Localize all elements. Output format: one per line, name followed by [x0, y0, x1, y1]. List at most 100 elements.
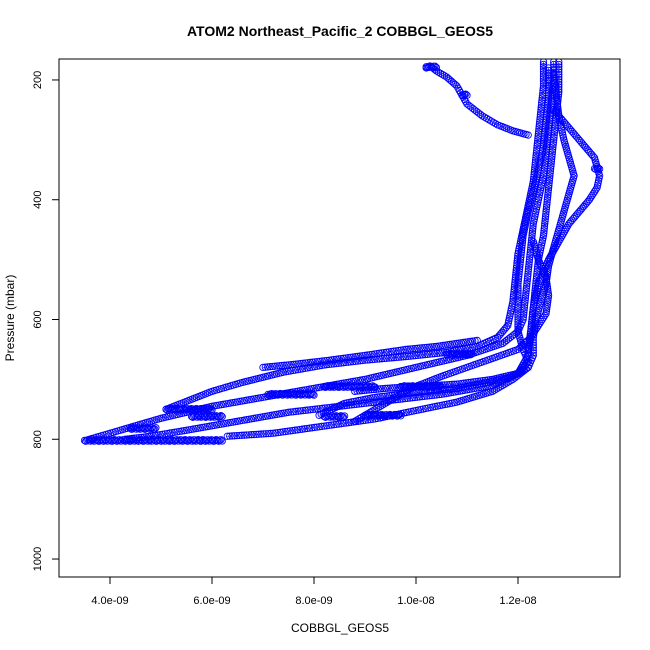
data-point	[515, 267, 523, 276]
data-point	[542, 276, 551, 284]
data-point	[330, 421, 338, 429]
data-point	[552, 86, 560, 94]
data-point	[544, 191, 552, 199]
data-point	[555, 59, 563, 66]
data-point	[444, 341, 452, 349]
data-point	[347, 353, 355, 361]
data-point	[543, 200, 551, 209]
data-point	[453, 384, 461, 393]
data-point	[529, 222, 537, 230]
data-point	[372, 405, 380, 413]
data-point	[514, 299, 522, 307]
data-point	[388, 384, 397, 392]
data-point	[539, 75, 548, 83]
data-point	[517, 251, 525, 259]
data-point	[529, 341, 537, 349]
data-point	[539, 77, 548, 85]
data-point	[216, 412, 224, 421]
data-point	[538, 315, 546, 324]
data-point	[543, 298, 552, 306]
data-point	[463, 91, 471, 99]
data-point	[168, 429, 176, 437]
data-point	[351, 387, 359, 396]
data-point	[542, 113, 551, 121]
data-point	[500, 338, 509, 346]
data-point	[418, 351, 427, 359]
data-point	[259, 430, 268, 438]
data-point	[523, 282, 531, 290]
data-point	[450, 380, 459, 388]
data-point	[411, 344, 419, 353]
data-point	[542, 205, 550, 213]
data-point	[544, 69, 553, 77]
data-point	[432, 63, 441, 72]
data-point	[566, 218, 575, 226]
data-point	[242, 431, 251, 439]
data-point	[548, 152, 556, 161]
data-point	[322, 422, 331, 430]
data-point	[384, 397, 393, 406]
data-point	[524, 270, 532, 278]
data-point	[548, 150, 556, 158]
data-point	[351, 353, 360, 361]
data-point	[273, 362, 281, 370]
data-point	[325, 356, 333, 364]
data-point	[285, 361, 293, 369]
data-point	[299, 406, 307, 415]
data-point	[560, 228, 569, 236]
data-point	[551, 243, 560, 252]
data-point	[217, 412, 225, 420]
data-point	[261, 363, 269, 371]
data-point	[543, 282, 551, 291]
data-point	[271, 362, 279, 370]
data-point	[529, 220, 537, 228]
data-point	[549, 143, 557, 151]
data-point	[344, 419, 353, 427]
data-point	[542, 115, 550, 124]
data-point	[495, 332, 503, 340]
data-point	[563, 224, 571, 232]
data-point	[545, 179, 553, 187]
data-point	[435, 390, 443, 399]
data-point	[354, 352, 362, 361]
series-line	[318, 73, 575, 416]
data-point	[546, 167, 555, 175]
data-point	[373, 393, 382, 401]
data-point	[525, 260, 533, 269]
data-point	[539, 65, 548, 73]
data-point	[361, 351, 369, 360]
data-point	[420, 343, 429, 352]
data-point	[528, 318, 536, 326]
data-point	[406, 394, 414, 402]
data-point	[437, 383, 446, 391]
data-point	[187, 412, 196, 421]
data-point	[276, 428, 285, 436]
data-point	[228, 432, 236, 440]
data-point	[555, 65, 563, 74]
data-point	[431, 62, 439, 70]
data-point	[294, 360, 303, 368]
data-point	[497, 382, 505, 391]
data-point	[313, 423, 321, 431]
data-point	[556, 235, 564, 244]
data-point	[208, 406, 216, 414]
data-point	[399, 353, 408, 361]
data-point	[257, 430, 265, 438]
data-point	[515, 272, 523, 281]
data-point	[555, 63, 563, 71]
data-point	[292, 407, 300, 416]
data-point	[180, 427, 188, 435]
data-point	[551, 84, 560, 92]
data-point	[515, 270, 523, 278]
data-point	[555, 60, 563, 69]
data-point	[546, 169, 554, 178]
data-point	[541, 220, 549, 228]
data-point	[416, 351, 424, 359]
data-point	[509, 293, 518, 301]
data-point	[528, 315, 536, 324]
data-point	[544, 74, 553, 82]
data-point	[342, 419, 350, 427]
data-point	[402, 352, 410, 361]
data-point	[490, 386, 499, 394]
